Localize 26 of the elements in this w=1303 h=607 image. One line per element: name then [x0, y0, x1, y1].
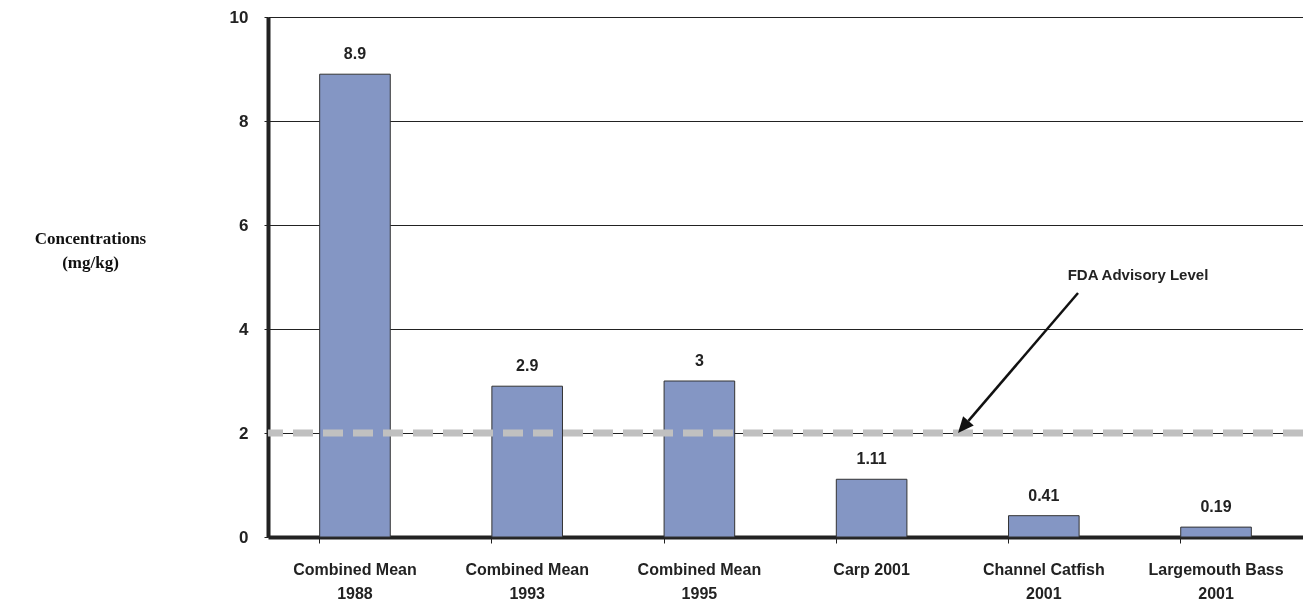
- y-axis-title: Concentrations (mg/kg): [34, 228, 147, 272]
- x-tick-label: Channel Catfish 2001: [982, 560, 1105, 602]
- y-tick-label: 4: [239, 319, 250, 339]
- bar: [663, 380, 736, 538]
- x-tick-label: Largemouth Bass 2001: [1148, 560, 1284, 602]
- data-label: 8.9: [343, 45, 367, 63]
- x-tick-label: Combined Mean 1993: [465, 560, 589, 602]
- bar: [1008, 515, 1080, 538]
- data-label: 3: [694, 352, 704, 369]
- data-label: 2.9: [516, 357, 539, 375]
- data-label: 1.11: [856, 450, 887, 468]
- annotation: FDA Advisory Level: [1067, 266, 1209, 283]
- bar: [319, 73, 391, 538]
- y-tick-label: 10: [229, 7, 249, 27]
- data-label: 0.19: [1200, 498, 1232, 516]
- x-tick-label: Combined Mean 1995: [637, 560, 762, 602]
- bar: [835, 478, 908, 538]
- y-tick-label: 8: [239, 111, 249, 131]
- y-tick-label: 2: [239, 423, 249, 443]
- bar: [1180, 526, 1252, 538]
- bar: [491, 385, 563, 538]
- x-tick-label: Carp 2001: [833, 560, 910, 578]
- data-label: 0.41: [1028, 486, 1060, 504]
- x-tick-label: Combined Mean 1988: [293, 560, 417, 602]
- y-tick-label: 6: [239, 215, 249, 235]
- y-tick-label: 0: [239, 527, 249, 547]
